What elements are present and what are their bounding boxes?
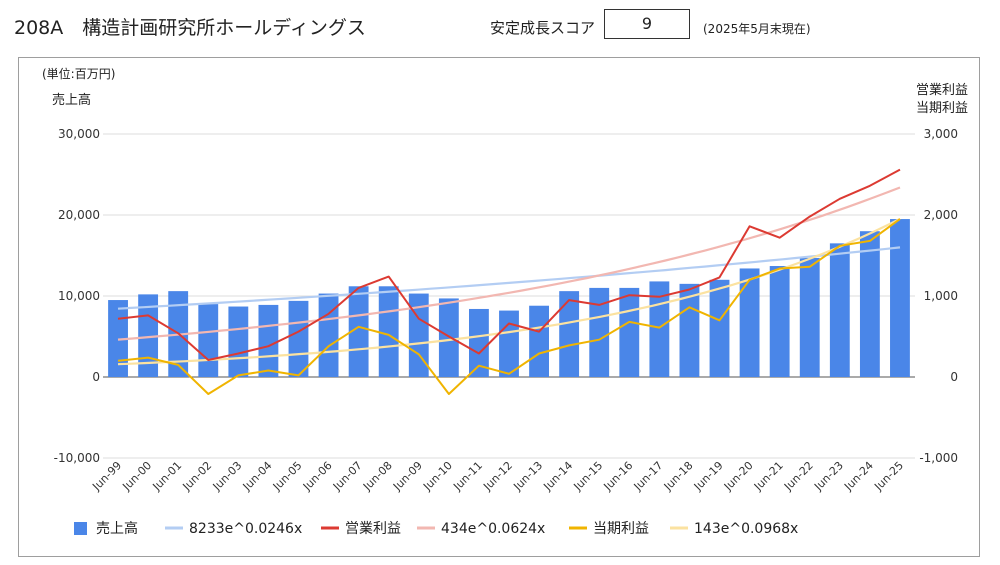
- left-tick-label: 0: [92, 370, 100, 384]
- x-tick-label: Jun-25: [871, 459, 906, 494]
- sales-bar: [348, 286, 369, 377]
- legend-label: 営業利益: [345, 521, 401, 537]
- right-tick-label: 3,000: [924, 127, 958, 141]
- legend-label: 434e^0.0624x: [441, 521, 545, 537]
- sales-bar: [288, 300, 309, 377]
- legend-label: 8233e^0.0246x: [189, 521, 302, 537]
- x-tick-label: Jun-08: [360, 459, 395, 494]
- as-of-date: (2025年5月末現在): [703, 22, 811, 36]
- sales-bar: [258, 304, 279, 377]
- legend-swatch: [74, 522, 87, 535]
- left-tick-label: -10,000: [54, 451, 100, 465]
- legend-label: 売上高: [96, 520, 138, 537]
- profit-line: [117, 218, 901, 395]
- x-tick-label: Jun-23: [811, 459, 846, 494]
- sales-bar: [198, 304, 219, 377]
- x-tick-label: Jun-01: [150, 459, 185, 494]
- trend-line: [117, 246, 901, 310]
- x-tick-label: Jun-21: [751, 459, 786, 494]
- x-tick-label: Jun-11: [450, 459, 485, 494]
- sales-bar: [679, 283, 700, 377]
- left-tick-label: 30,000: [58, 127, 100, 141]
- sales-bar: [709, 279, 730, 377]
- sales-bar: [318, 293, 339, 377]
- sales-bars: [108, 219, 910, 377]
- sales-bar: [739, 268, 760, 377]
- x-tick-label: Jun-18: [661, 459, 696, 494]
- sales-bar: [829, 243, 850, 377]
- sales-bar: [769, 266, 790, 377]
- right-tick-label: -1,000: [919, 451, 958, 465]
- sales-bar: [799, 257, 820, 377]
- chart-panel: [18, 57, 980, 557]
- left-tick-label: 10,000: [58, 289, 100, 303]
- x-tick-label: Jun-14: [541, 459, 576, 494]
- x-tick-label: Jun-22: [781, 459, 816, 494]
- x-tick-label: Jun-07: [330, 459, 365, 494]
- x-tick-label: Jun-24: [841, 459, 876, 494]
- stability-score-label: 安定成長スコア: [490, 19, 596, 37]
- sales-bar: [589, 287, 610, 377]
- profit-lines: [117, 168, 901, 395]
- sales-bar: [438, 298, 459, 377]
- sales-bar: [859, 231, 880, 377]
- right-axis-title-net: 当期利益: [916, 101, 968, 116]
- x-tick-label: Jun-02: [180, 459, 215, 494]
- left-axis-title: 売上高: [52, 92, 91, 108]
- sales-bar: [529, 305, 549, 377]
- x-tick-label: Jun-00: [119, 459, 154, 494]
- sales-bar: [408, 293, 429, 377]
- legend-label: 当期利益: [593, 521, 649, 537]
- x-tick-label: Jun-20: [721, 459, 756, 494]
- x-tick-label: Jun-19: [691, 459, 726, 494]
- x-tick-label: Jun-16: [601, 459, 636, 494]
- sales-bar: [559, 291, 580, 377]
- x-tick-label: Jun-05: [270, 459, 305, 494]
- legend-label: 143e^0.0968x: [694, 521, 798, 537]
- axis-ticks: 30,000 20,000 10,000 0 -10,000 3,000 2,000 1,00…: [54, 127, 958, 465]
- sales-bar: [499, 310, 519, 377]
- x-tick-label: Jun-17: [631, 459, 666, 494]
- sales-bar: [469, 308, 489, 377]
- left-tick-label: 20,000: [58, 208, 100, 222]
- gridlines: [103, 133, 915, 459]
- right-tick-label: 1,000: [924, 289, 958, 303]
- sales-bar: [228, 306, 249, 377]
- right-tick-label: 2,000: [924, 208, 958, 222]
- sales-bar: [378, 286, 399, 377]
- sales-bar: [890, 219, 910, 377]
- x-tick-label: Jun-10: [420, 459, 455, 494]
- unit-note: (単位:百万円): [42, 66, 115, 81]
- right-tick-label: 0: [950, 370, 958, 384]
- profit-line: [117, 168, 901, 361]
- right-axis-title-operating: 営業利益: [916, 82, 968, 98]
- x-tick-label: Jun-03: [210, 459, 245, 494]
- x-tick-label: Jun-06: [300, 459, 335, 494]
- trend-line: [117, 186, 901, 341]
- x-axis-labels: Jun-99Jun-00Jun-01Jun-02Jun-03Jun-04Jun-…: [89, 459, 906, 494]
- x-tick-label: Jun-15: [571, 459, 606, 494]
- x-tick-label: Jun-13: [510, 459, 545, 494]
- stability-score-value: 9: [604, 9, 690, 39]
- sales-bar: [619, 287, 640, 377]
- x-tick-label: Jun-04: [240, 459, 275, 494]
- legend: 売上高 8233e^0.0246x 営業利益 434e^0.0624x 当期利益 143e…: [74, 520, 798, 537]
- company-title: 208A 構造計画研究所ホールディングス: [14, 17, 366, 39]
- x-tick-label: Jun-09: [390, 459, 425, 494]
- x-tick-label: Jun-12: [480, 459, 515, 494]
